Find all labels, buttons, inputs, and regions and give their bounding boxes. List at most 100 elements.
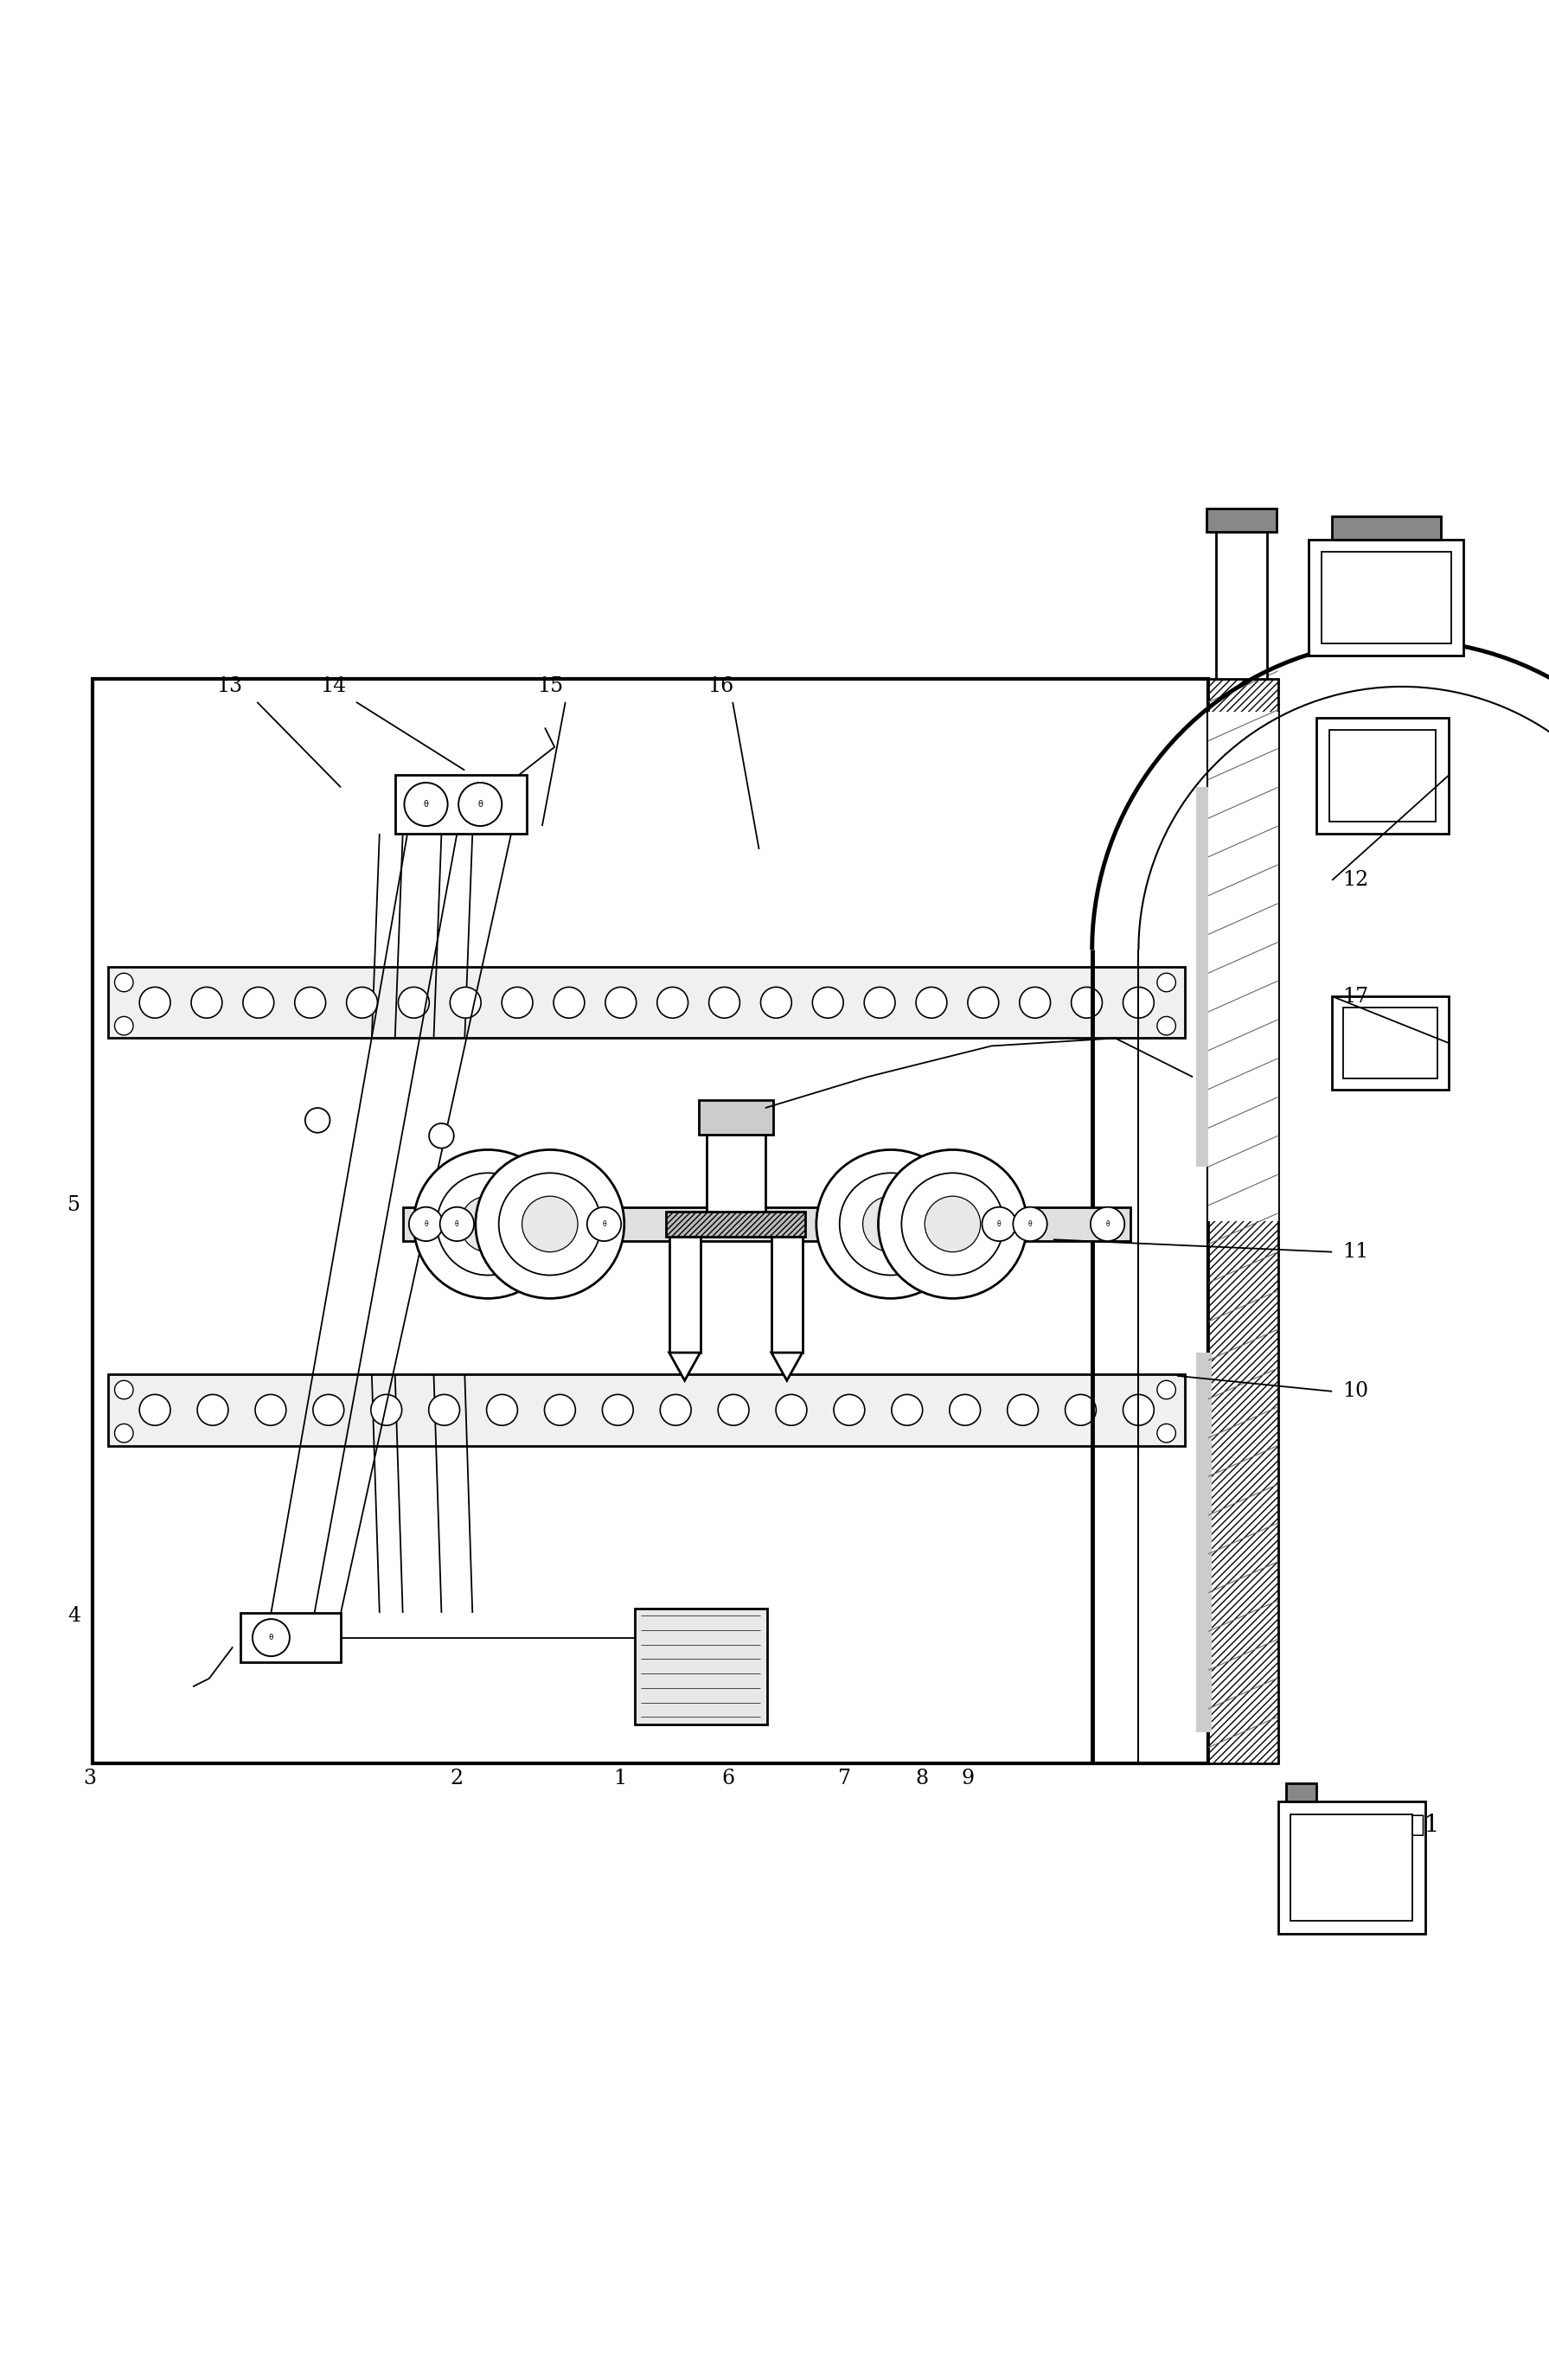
Text: θ: θ — [268, 1633, 274, 1642]
Circle shape — [305, 1109, 330, 1133]
Circle shape — [1072, 988, 1103, 1019]
Bar — [108, 1373, 1185, 1445]
Text: θ: θ — [477, 800, 483, 809]
Bar — [395, 776, 527, 833]
Text: θ: θ — [455, 1221, 459, 1228]
Text: 11: 11 — [1343, 1242, 1368, 1261]
Circle shape — [499, 1173, 601, 1276]
Circle shape — [460, 1197, 516, 1252]
Bar — [1278, 1802, 1425, 1933]
Text: 4: 4 — [68, 1606, 81, 1626]
Circle shape — [902, 1173, 1004, 1276]
Bar — [1207, 509, 1276, 531]
Bar — [1332, 516, 1441, 540]
Circle shape — [429, 1123, 454, 1147]
Text: θ: θ — [1106, 1221, 1109, 1228]
Circle shape — [459, 783, 502, 826]
Text: 17: 17 — [1343, 985, 1368, 1007]
Circle shape — [409, 1207, 443, 1240]
Circle shape — [252, 1618, 290, 1656]
Circle shape — [892, 1395, 923, 1426]
Circle shape — [451, 988, 482, 1019]
Bar — [403, 1207, 1131, 1240]
Circle shape — [606, 988, 637, 1019]
Circle shape — [1157, 1016, 1176, 1035]
Circle shape — [776, 1395, 807, 1426]
Circle shape — [1157, 1380, 1176, 1399]
Circle shape — [660, 1395, 691, 1426]
Circle shape — [925, 1197, 981, 1252]
Circle shape — [1066, 1395, 1097, 1426]
Text: 2: 2 — [451, 1768, 463, 1787]
Text: 13: 13 — [217, 676, 242, 697]
Text: 6: 6 — [722, 1768, 734, 1787]
Circle shape — [313, 1395, 344, 1426]
Circle shape — [370, 1395, 401, 1426]
Text: 10: 10 — [1343, 1380, 1368, 1402]
Bar — [1196, 1352, 1211, 1733]
Circle shape — [1019, 988, 1050, 1019]
Circle shape — [429, 1211, 454, 1238]
Bar — [1317, 719, 1448, 833]
Circle shape — [1157, 973, 1176, 992]
Circle shape — [587, 1207, 621, 1240]
Text: 5: 5 — [68, 1195, 81, 1216]
Text: 3: 3 — [84, 1768, 96, 1787]
Bar — [1208, 678, 1278, 1764]
Text: θ: θ — [1029, 1221, 1032, 1228]
Bar — [1321, 552, 1451, 643]
Circle shape — [1157, 1423, 1176, 1442]
Circle shape — [864, 988, 895, 1019]
Bar — [1343, 1007, 1437, 1078]
Circle shape — [812, 988, 843, 1019]
Circle shape — [429, 1395, 460, 1426]
Circle shape — [139, 988, 170, 1019]
Circle shape — [1123, 1395, 1154, 1426]
Bar — [1208, 712, 1278, 1221]
Circle shape — [502, 988, 533, 1019]
Bar — [771, 1238, 802, 1352]
Text: 12: 12 — [1343, 871, 1368, 890]
Text: θ: θ — [424, 1221, 428, 1228]
Circle shape — [1007, 1395, 1038, 1426]
Bar — [1286, 1783, 1317, 1802]
Bar — [240, 1614, 341, 1661]
Circle shape — [544, 1395, 575, 1426]
Bar — [1309, 540, 1464, 654]
Circle shape — [115, 1380, 133, 1399]
Bar — [1290, 1814, 1413, 1921]
Circle shape — [719, 1395, 750, 1426]
Bar — [635, 1609, 767, 1725]
Bar — [1196, 788, 1211, 1166]
Circle shape — [522, 1197, 578, 1252]
Circle shape — [486, 1395, 517, 1426]
Bar — [699, 1100, 773, 1135]
Circle shape — [603, 1395, 634, 1426]
Circle shape — [709, 988, 740, 1019]
Circle shape — [115, 973, 133, 992]
Circle shape — [256, 1395, 287, 1426]
Circle shape — [294, 988, 325, 1019]
Bar — [1216, 524, 1267, 678]
Bar — [1329, 731, 1436, 821]
Bar — [108, 966, 1185, 1038]
Text: 16: 16 — [708, 676, 733, 697]
Polygon shape — [771, 1352, 802, 1380]
Circle shape — [115, 1423, 133, 1442]
Circle shape — [347, 988, 378, 1019]
Bar — [93, 678, 1208, 1764]
Circle shape — [398, 988, 429, 1019]
Text: θ: θ — [603, 1221, 606, 1228]
Text: 9: 9 — [962, 1768, 974, 1787]
Text: θ: θ — [998, 1221, 1001, 1228]
Circle shape — [243, 988, 274, 1019]
Bar — [1332, 997, 1448, 1090]
Circle shape — [1090, 1207, 1125, 1240]
Text: 7: 7 — [838, 1768, 850, 1787]
Bar — [669, 1238, 700, 1352]
Circle shape — [950, 1395, 981, 1426]
Circle shape — [197, 1395, 228, 1426]
Text: 14: 14 — [321, 676, 345, 697]
Circle shape — [115, 1016, 133, 1035]
Circle shape — [816, 1150, 965, 1299]
